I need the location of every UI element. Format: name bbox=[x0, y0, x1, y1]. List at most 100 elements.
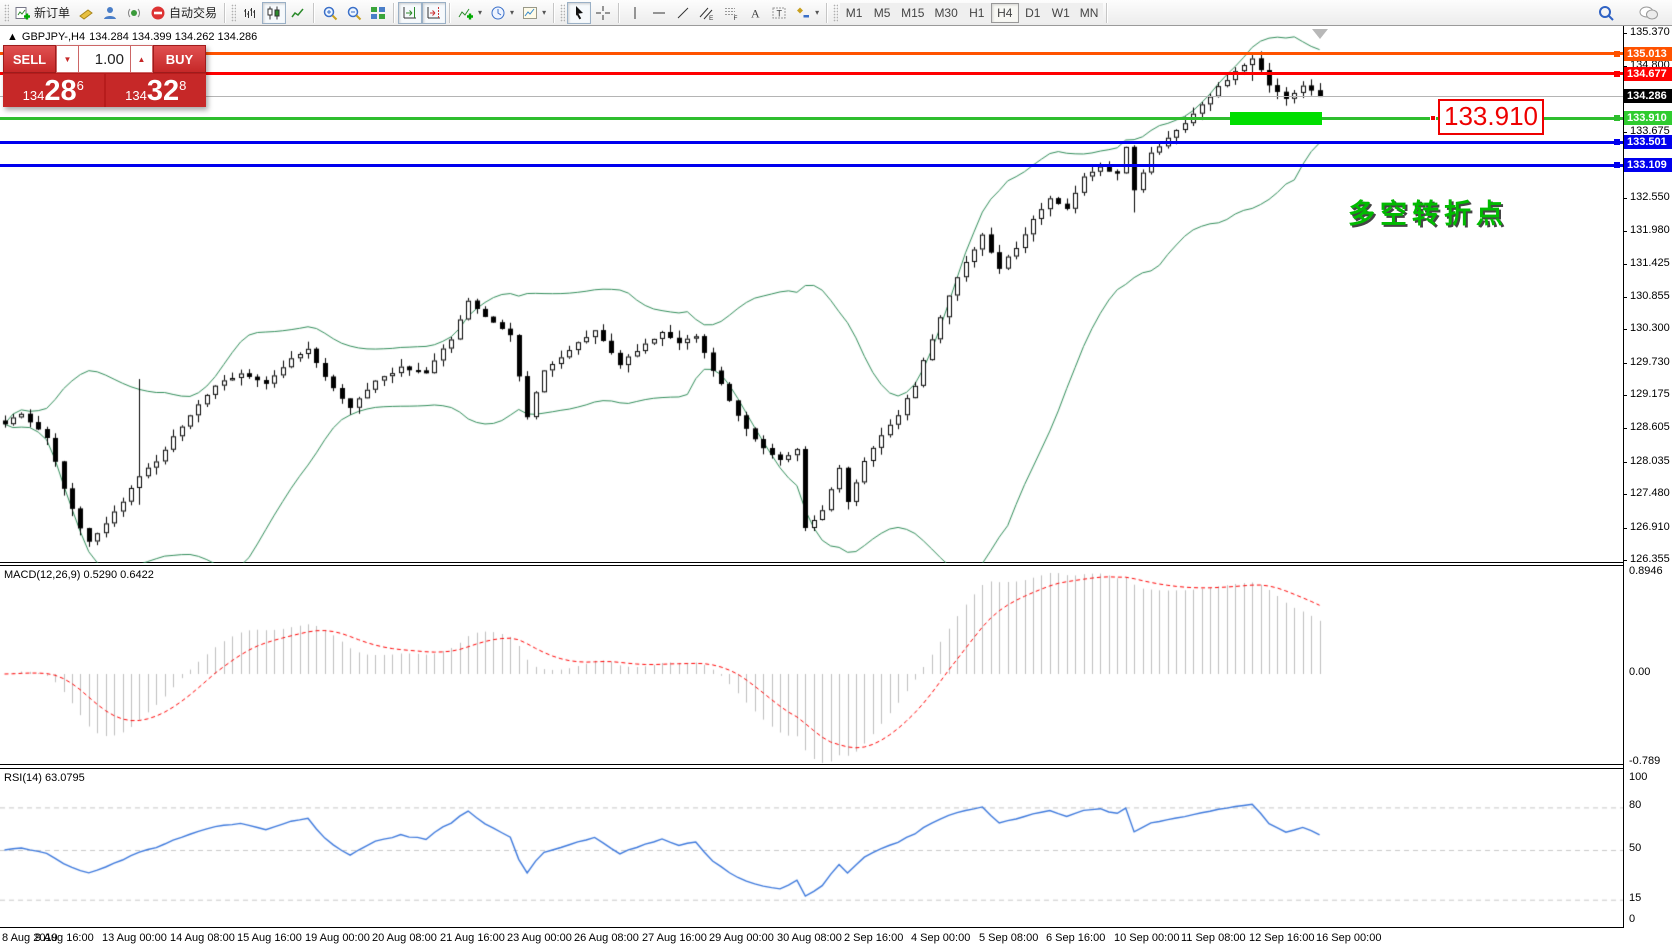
level-line-133.109[interactable] bbox=[0, 163, 1623, 167]
tile-windows-button[interactable] bbox=[366, 2, 390, 24]
crosshair-button[interactable] bbox=[591, 2, 615, 24]
level-line-135.013[interactable] bbox=[0, 52, 1623, 56]
label-icon: T bbox=[771, 5, 787, 21]
chalk-marker-button[interactable] bbox=[74, 2, 98, 24]
sell-price-prefix: 134 bbox=[22, 88, 45, 103]
volume-decrease-button[interactable]: ▼ bbox=[56, 45, 79, 73]
toolbar-drag-handle[interactable] bbox=[231, 3, 237, 22]
signals-button[interactable] bbox=[122, 2, 146, 24]
y-axis-tick: 126.355 bbox=[1630, 553, 1670, 566]
x-axis-label: 9 Aug 16:00 bbox=[35, 932, 94, 944]
x-axis-label: 2 Sep 16:00 bbox=[844, 932, 904, 944]
timeframe-d1[interactable]: D1 bbox=[1018, 2, 1047, 23]
sell-price[interactable]: 134 28 6 bbox=[3, 74, 104, 107]
price-annotation-box[interactable]: 133.910 bbox=[1438, 99, 1544, 135]
x-axis-label: 4 Sep 00:00 bbox=[911, 932, 971, 944]
timeframe-m1[interactable]: M1 bbox=[840, 2, 869, 23]
macd-panel bbox=[0, 565, 1623, 765]
vline-icon bbox=[627, 5, 643, 21]
svg-text:F: F bbox=[734, 15, 738, 21]
toolbar-drag-handle[interactable] bbox=[560, 3, 566, 22]
toolbar-separator bbox=[826, 2, 829, 23]
y-axis-tick-mark bbox=[1623, 395, 1627, 397]
templates-button[interactable]: ▾ bbox=[518, 2, 550, 24]
x-axis-label: 11 Sep 08:00 bbox=[1181, 932, 1246, 944]
y-axis-tick-mark bbox=[1623, 33, 1627, 34]
zoom-in-button[interactable] bbox=[318, 2, 342, 24]
sell-price-main: 28 bbox=[44, 75, 77, 107]
indicators-button[interactable]: ▾ bbox=[454, 2, 486, 24]
autotrading-button[interactable]: 自动交易 bbox=[146, 2, 221, 24]
chat-button[interactable] bbox=[1634, 2, 1664, 24]
rsi-axis-tick: 15 bbox=[1629, 891, 1642, 904]
collapse-arrow-icon[interactable]: ▲ bbox=[7, 31, 18, 43]
rsi-axis-tick: 80 bbox=[1629, 799, 1642, 812]
supply-zone-band[interactable] bbox=[1230, 112, 1322, 125]
fibonacci-button[interactable]: F bbox=[719, 2, 743, 24]
sell-button[interactable]: SELL bbox=[3, 45, 56, 73]
timeframe-h1[interactable]: H1 bbox=[962, 2, 991, 23]
text-label-button[interactable]: T bbox=[767, 2, 791, 24]
svg-text:E: E bbox=[709, 15, 714, 21]
timeframe-mn[interactable]: MN bbox=[1074, 2, 1104, 23]
rsi-canvas[interactable] bbox=[0, 769, 1623, 927]
trendline-button[interactable] bbox=[671, 2, 695, 24]
template-icon bbox=[522, 5, 538, 21]
macd-axis-tick: -0.789 bbox=[1629, 755, 1661, 768]
y-axis-tick-mark bbox=[1623, 560, 1627, 562]
bar-chart-button[interactable] bbox=[238, 2, 262, 24]
level-line-133.910[interactable] bbox=[0, 116, 1623, 120]
crosshair-icon bbox=[595, 5, 611, 21]
text-icon: A bbox=[747, 5, 763, 21]
timeframe-w1[interactable]: W1 bbox=[1046, 2, 1075, 23]
timeframe-m30[interactable]: M30 bbox=[929, 2, 963, 23]
toolbar-drag-handle[interactable] bbox=[4, 3, 9, 22]
volume-input[interactable] bbox=[79, 45, 130, 73]
candles-icon bbox=[266, 5, 282, 21]
price-scale-label-134.677: 134.677 bbox=[1624, 66, 1672, 81]
zoom-out-icon bbox=[346, 5, 362, 21]
level-line-134.677[interactable] bbox=[0, 72, 1623, 75]
y-axis-tick-mark bbox=[1623, 263, 1627, 265]
timeframe-h4[interactable]: H4 bbox=[990, 2, 1019, 23]
timeframe-m5[interactable]: M5 bbox=[868, 2, 897, 23]
price-chart-canvas[interactable] bbox=[0, 26, 1623, 563]
new-order-button-label: 新订单 bbox=[34, 6, 71, 20]
macd-canvas[interactable] bbox=[0, 566, 1623, 764]
horizontal-line-button[interactable] bbox=[647, 2, 671, 24]
zoom-out-button[interactable] bbox=[342, 2, 366, 24]
vertical-line-button[interactable] bbox=[623, 2, 647, 24]
toolbar-drag-handle[interactable] bbox=[833, 3, 839, 22]
y-axis-tick: 126.910 bbox=[1630, 520, 1670, 533]
x-axis-label: 13 Aug 00:00 bbox=[102, 932, 167, 944]
level-line-133.501[interactable] bbox=[0, 140, 1623, 144]
volume-increase-button[interactable]: ▲ bbox=[130, 45, 153, 73]
reversal-point-annotation[interactable]: 多空转折点 bbox=[1348, 199, 1508, 229]
chart-shift-button[interactable] bbox=[422, 1, 447, 24]
price-scale-label-135.013: 135.013 bbox=[1624, 46, 1672, 61]
buy-button[interactable]: BUY bbox=[153, 45, 206, 73]
new-order-button[interactable]: 新订单 bbox=[11, 2, 74, 24]
candlestick-chart-button[interactable] bbox=[262, 1, 287, 24]
profile-button[interactable] bbox=[98, 2, 122, 24]
y-axis-tick: 130.855 bbox=[1630, 289, 1670, 302]
y-axis-tick: 132.550 bbox=[1630, 190, 1670, 203]
x-axis-label: 8 Aug 2019 bbox=[2, 932, 58, 944]
periods-button[interactable]: ▾ bbox=[486, 2, 518, 24]
line-chart-button[interactable] bbox=[286, 2, 310, 24]
y-axis-tick: 129.175 bbox=[1630, 388, 1670, 401]
text-button[interactable]: A bbox=[743, 2, 767, 24]
arrows-button[interactable]: ▾ bbox=[791, 2, 823, 24]
cursor-button[interactable] bbox=[567, 1, 592, 24]
toolbar-separator bbox=[393, 2, 396, 23]
y-axis-tick: 131.980 bbox=[1630, 224, 1670, 237]
toolbar: 新订单 自动交易 ▾ ▾ ▾ E F A T ▾ M1 M5 M15 M30 H1 H4 D1 W1 MN bbox=[0, 0, 1672, 26]
fibo-icon: F bbox=[723, 5, 739, 21]
auto-scroll-button[interactable] bbox=[398, 1, 423, 24]
equidistant-channel-button[interactable]: E bbox=[695, 2, 719, 24]
timeframe-m15[interactable]: M15 bbox=[896, 2, 930, 23]
x-axis-label: 30 Aug 08:00 bbox=[777, 932, 842, 944]
y-axis-tick-mark bbox=[1623, 494, 1627, 496]
search-button[interactable] bbox=[1593, 2, 1620, 24]
buy-price[interactable]: 134 32 8 bbox=[105, 74, 206, 107]
